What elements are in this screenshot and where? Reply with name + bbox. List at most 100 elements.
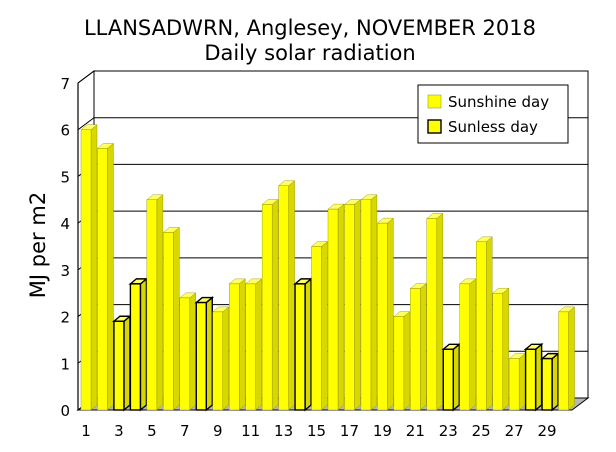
- bar-side: [255, 278, 262, 411]
- legend-label-sunshine: Sunshine day: [448, 93, 549, 111]
- bar-day-1: [80, 124, 98, 411]
- bar-side: [189, 292, 197, 411]
- x-tick-label: 25: [472, 422, 491, 440]
- bar-side: [107, 142, 114, 411]
- bar-day-21: [409, 283, 427, 411]
- bar-front: [459, 283, 470, 411]
- bar-side: [288, 180, 295, 411]
- x-tick-label: 5: [147, 422, 157, 440]
- bar-side: [534, 342, 543, 412]
- bars: [80, 124, 576, 412]
- legend-swatch-sunless: [427, 119, 442, 134]
- legend-box: [417, 84, 569, 144]
- bar-side: [354, 199, 361, 411]
- bar-front: [163, 232, 174, 411]
- bar-front: [97, 148, 108, 411]
- side-gridline: [77, 117, 95, 131]
- bar-front: [311, 246, 322, 411]
- bar-side: [469, 278, 476, 411]
- bar-side: [452, 342, 460, 412]
- x-tick-label: 9: [213, 422, 223, 440]
- y-tick-label: 6: [60, 122, 70, 140]
- x-tick-label: 13: [274, 422, 293, 440]
- bar-side: [486, 236, 493, 411]
- bar-side: [90, 124, 98, 411]
- bar-day-5: [146, 194, 164, 411]
- bar-side: [173, 227, 180, 411]
- bar-side: [403, 311, 411, 411]
- bar-day-19: [376, 217, 394, 411]
- bar-day-7: [179, 292, 197, 411]
- y-tick-label: 3: [60, 262, 70, 280]
- bar-day-28: [523, 342, 544, 412]
- bar-day-15: [310, 241, 329, 411]
- bar-side: [502, 287, 509, 411]
- bar-side: [387, 217, 394, 411]
- bar-day-4: [128, 277, 149, 412]
- bar-front: [113, 320, 125, 411]
- bar-day-9: [212, 306, 230, 411]
- chart-subtitle: Daily solar radiation: [204, 41, 415, 65]
- bar-side: [337, 203, 345, 411]
- legend-swatch-sunshine: [427, 94, 442, 109]
- x-tick-label: 17: [340, 422, 359, 440]
- x-tick-label: 29: [538, 422, 557, 440]
- x-tick-label: 15: [307, 422, 326, 440]
- bar-side: [238, 278, 246, 411]
- bar-side: [123, 314, 131, 412]
- y-tick-label: 0: [60, 402, 70, 420]
- bar-side: [304, 277, 312, 412]
- bar-front: [278, 185, 289, 411]
- bar-day-30: [557, 306, 576, 411]
- bar-day-3: [111, 314, 132, 412]
- x-tick-label: 1: [81, 422, 91, 440]
- bar-side: [205, 296, 213, 412]
- bar-day-14: [293, 277, 314, 412]
- bar-front: [410, 288, 421, 411]
- bar-day-23: [441, 342, 462, 412]
- x-tick-label: 19: [373, 422, 392, 440]
- bar-side: [420, 283, 427, 411]
- bar-day-18: [360, 194, 378, 411]
- bar-front: [393, 316, 405, 411]
- x-tick-label: 23: [439, 422, 458, 440]
- bar-day-24: [459, 278, 477, 411]
- bar-front: [228, 283, 240, 411]
- x-tick-label: 11: [241, 422, 260, 440]
- bar-side: [518, 353, 526, 411]
- bar-day-11: [245, 278, 263, 411]
- bar-day-13: [278, 180, 296, 411]
- bar-front: [541, 357, 553, 411]
- bar-side: [271, 199, 279, 411]
- legend-label-sunless: Sunless day: [448, 118, 538, 136]
- bar-front: [344, 204, 355, 411]
- x-tick-label: 27: [505, 422, 524, 440]
- bar-day-6: [162, 227, 180, 411]
- x-tick-label: 7: [180, 422, 190, 440]
- chart-title: LLANSADWRN, Anglesey, NOVEMBER 2018: [84, 16, 536, 40]
- y-tick-label: 1: [60, 355, 70, 373]
- bar-front: [179, 297, 191, 411]
- bar-side: [156, 194, 164, 411]
- bar-front: [129, 283, 142, 411]
- bar-side: [139, 277, 148, 412]
- bar-front: [294, 283, 306, 411]
- bar-day-25: [475, 236, 493, 411]
- bar-side: [222, 306, 229, 411]
- bar-day-26: [492, 287, 510, 411]
- bar-front: [245, 283, 256, 411]
- bar-front: [327, 208, 339, 411]
- bar-front: [558, 311, 569, 411]
- side-gridline: [77, 70, 95, 84]
- bar-front: [261, 204, 273, 411]
- bar-side: [568, 306, 575, 411]
- bar-front: [524, 348, 537, 411]
- bar-front: [80, 129, 92, 411]
- x-tick-label: 21: [406, 422, 425, 440]
- bar-day-29: [540, 352, 561, 412]
- bar-front: [426, 218, 437, 411]
- bar-front: [360, 199, 372, 411]
- bar-front: [195, 301, 207, 411]
